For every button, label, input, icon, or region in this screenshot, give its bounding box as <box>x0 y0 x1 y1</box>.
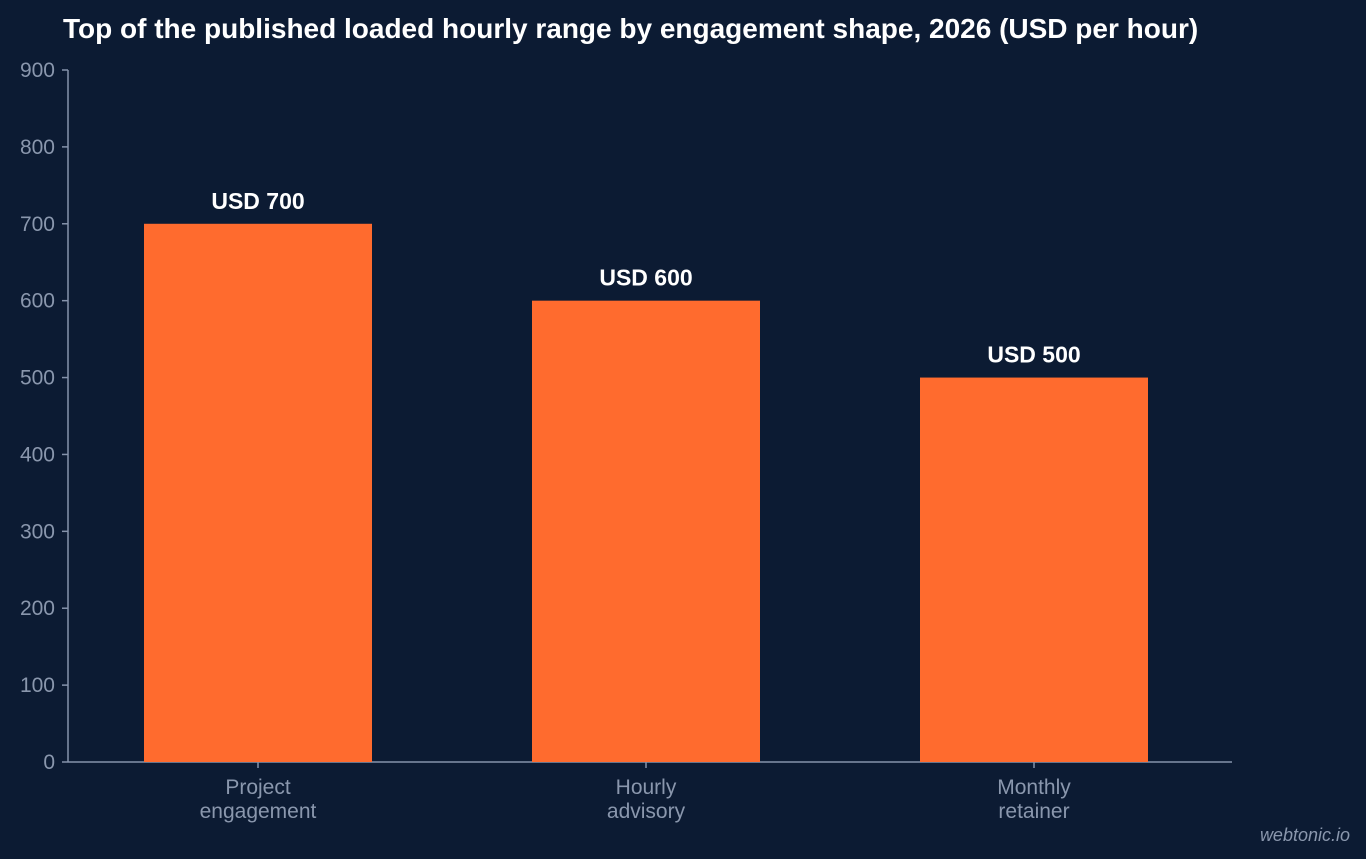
x-tick-label: Monthly retainer <box>997 776 1071 823</box>
y-tick-label: 900 <box>20 59 55 82</box>
x-tick-label: Hourly advisory <box>607 776 686 823</box>
y-tick-label: 700 <box>20 213 55 236</box>
bar-value-label: USD 700 <box>211 188 304 214</box>
y-tick-label: 200 <box>20 597 55 620</box>
x-tick-label: Project engagement <box>200 776 317 823</box>
y-tick-label: 0 <box>43 751 55 774</box>
y-tick-label: 400 <box>20 443 55 466</box>
credit-text: webtonic.io <box>1260 825 1350 845</box>
bar <box>144 223 372 762</box>
y-tick-label: 300 <box>20 520 55 543</box>
bar-value-label: USD 500 <box>987 342 1080 368</box>
y-tick-label: 800 <box>20 136 55 159</box>
bars-group <box>144 223 1148 762</box>
bar <box>920 377 1148 762</box>
axes: 0 100 200 300 400 500 600 700 800 900 Project engag… <box>20 59 1232 823</box>
bar <box>532 300 760 762</box>
chart-title: Top of the published loaded hourly range… <box>63 13 1198 44</box>
value-labels-group: USD 700 USD 600 USD 500 <box>211 188 1080 368</box>
y-tick-label: 500 <box>20 367 55 390</box>
y-tick-label: 600 <box>20 290 55 313</box>
y-tick-label: 100 <box>20 674 55 697</box>
bar-value-label: USD 600 <box>599 265 692 291</box>
